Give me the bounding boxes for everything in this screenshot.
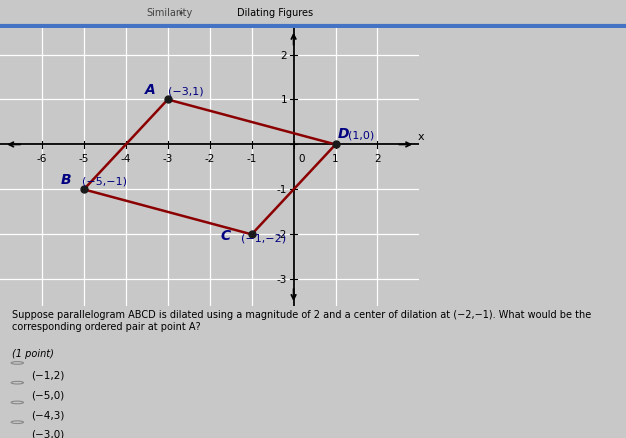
Text: Dilating Figures: Dilating Figures <box>237 8 314 18</box>
Text: -4: -4 <box>121 153 131 163</box>
Text: (−1,−2): (−1,−2) <box>241 233 286 243</box>
Text: (−5,−1): (−5,−1) <box>82 177 127 187</box>
Text: (−5,0): (−5,0) <box>31 389 64 399</box>
Text: Similarity: Similarity <box>146 8 192 18</box>
Text: 2: 2 <box>280 50 287 60</box>
Text: A: A <box>145 83 156 97</box>
Text: B: B <box>61 173 71 187</box>
Text: -5: -5 <box>79 153 89 163</box>
Text: D: D <box>337 127 349 141</box>
Text: -6: -6 <box>37 153 47 163</box>
Text: (−3,1): (−3,1) <box>168 87 203 97</box>
Text: ▸: ▸ <box>177 8 187 18</box>
Text: (−4,3): (−4,3) <box>31 409 64 419</box>
Text: x: x <box>418 131 424 141</box>
Text: -3: -3 <box>277 275 287 285</box>
Text: (1,0): (1,0) <box>348 131 374 141</box>
Text: -1: -1 <box>247 153 257 163</box>
Text: 1: 1 <box>280 95 287 105</box>
Text: (1 point): (1 point) <box>13 349 54 359</box>
Text: 1: 1 <box>332 153 339 163</box>
Text: C: C <box>220 229 231 243</box>
Text: -1: -1 <box>277 185 287 195</box>
Text: (−1,2): (−1,2) <box>31 370 64 380</box>
Text: (−3,0): (−3,0) <box>31 429 64 438</box>
Text: 2: 2 <box>374 153 381 163</box>
Text: -2: -2 <box>277 230 287 240</box>
Text: -2: -2 <box>205 153 215 163</box>
Text: 0: 0 <box>299 153 305 163</box>
Text: Suppose parallelogram ABCD is dilated using a magnitude of 2 and a center of dil: Suppose parallelogram ABCD is dilated us… <box>13 309 592 331</box>
Text: -3: -3 <box>163 153 173 163</box>
